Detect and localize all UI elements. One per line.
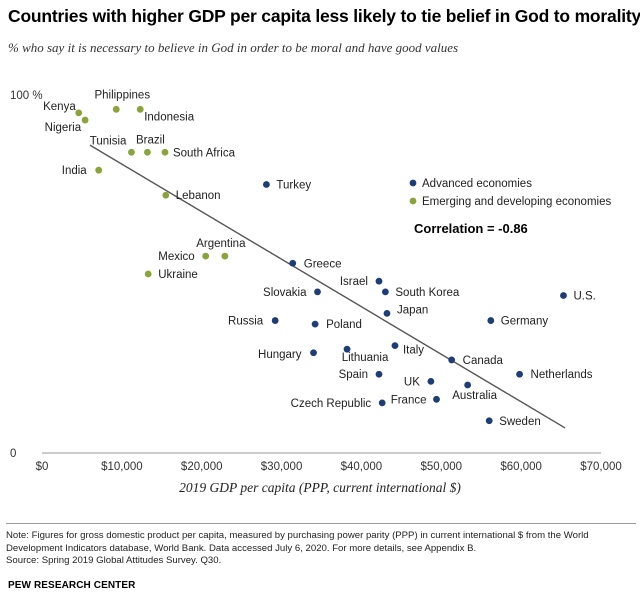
point-label-india: India — [62, 165, 88, 177]
point-label-tunisia: Tunisia — [90, 135, 127, 147]
point-label-uk: UK — [404, 376, 420, 388]
point-lebanon — [162, 191, 170, 199]
point-france — [433, 395, 440, 403]
point-philippines — [112, 105, 120, 113]
footnote: Note: Figures for gross domestic product… — [6, 530, 589, 554]
x-tick-label-4: $40,000 — [341, 461, 383, 473]
point-label-indonesia: Indonesia — [144, 111, 194, 123]
point-label-turkey: Turkey — [276, 180, 311, 192]
point-label-brazil: Brazil — [136, 134, 165, 146]
point-hungary — [310, 349, 317, 357]
source-note: Source: Spring 2019 Global Attitudes Sur… — [6, 555, 222, 566]
point-uk — [427, 378, 435, 385]
point-label-greece: Greece — [304, 258, 342, 270]
correlation-annotation: Correlation = -0.86 — [414, 221, 528, 236]
point-kenya — [75, 109, 83, 117]
point-brazil — [144, 148, 151, 156]
point-label-germany: Germany — [501, 316, 549, 328]
point-ukraine — [144, 270, 152, 278]
point-lithuania — [343, 345, 351, 353]
point-label-mexico: Mexico — [158, 251, 194, 263]
x-tick-label-0: $0 — [36, 461, 49, 473]
point-indonesia — [136, 105, 144, 113]
point-netherlands — [516, 370, 523, 378]
legend-entry-0: Advanced economies — [422, 178, 532, 190]
point-label-slovakia: Slovakia — [263, 287, 307, 299]
point-greece — [289, 259, 297, 267]
point-israel — [375, 277, 383, 285]
x-tick-label-2: $20,000 — [181, 461, 223, 473]
point-label-kenya: Kenya — [43, 101, 76, 113]
point-south-korea — [381, 288, 389, 296]
point-label-ukraine: Ukraine — [158, 269, 198, 281]
point-australia — [464, 381, 472, 389]
point-label-canada: Canada — [463, 355, 504, 367]
x-tick-label-5: $50,000 — [420, 461, 462, 473]
legend-marker-1 — [409, 197, 417, 205]
point-spain — [375, 370, 383, 378]
point-slovakia — [314, 288, 321, 296]
point-label-poland: Poland — [326, 319, 362, 331]
legend-marker-0 — [409, 179, 417, 187]
point-india — [95, 166, 103, 174]
point-argentina — [221, 252, 229, 260]
point-russia — [271, 317, 279, 324]
point-tunisia — [128, 148, 135, 156]
x-tick-label-7: $70,000 — [580, 461, 622, 473]
brand-logo-text: PEW RESEARCH CENTER — [8, 580, 136, 591]
chart-title: Countries with higher GDP per capita les… — [8, 6, 640, 26]
x-tick-label-6: $60,000 — [500, 461, 542, 473]
point-label-sweden: Sweden — [499, 416, 541, 428]
point-label-netherlands: Netherlands — [531, 369, 593, 381]
point-label-czech-republic: Czech Republic — [291, 398, 372, 410]
point-label-nigeria: Nigeria — [45, 122, 82, 134]
point-label-israel: Israel — [340, 276, 368, 288]
point-label-philippines: Philippines — [94, 89, 150, 101]
y-tick-label-1: 0 — [10, 448, 16, 460]
y-tick-label-0: 100 % — [10, 90, 43, 102]
point-canada — [448, 356, 456, 364]
point-label-south-korea: South Korea — [395, 287, 460, 299]
point-label-japan: Japan — [397, 304, 428, 316]
point-u-s — [560, 292, 567, 299]
point-germany — [487, 317, 495, 324]
point-mexico — [202, 252, 210, 260]
point-italy — [391, 342, 399, 349]
point-label-u-s: U.S. — [573, 290, 595, 302]
x-tick-label-3: $30,000 — [261, 461, 303, 473]
point-label-spain: Spain — [339, 369, 368, 381]
point-poland — [311, 320, 319, 328]
point-japan — [383, 309, 391, 317]
legend-entry-1: Emerging and developing economies — [422, 196, 611, 208]
x-tick-label-1: $10,000 — [101, 461, 143, 473]
trend-line — [89, 144, 566, 429]
point-label-hungary: Hungary — [258, 349, 302, 361]
point-label-lithuania: Lithuania — [342, 352, 389, 364]
point-label-argentina: Argentina — [196, 238, 246, 250]
chart-subtitle: % who say it is necessary to believe in … — [8, 40, 459, 55]
point-label-lebanon: Lebanon — [176, 190, 221, 202]
point-label-australia: Australia — [452, 390, 497, 402]
point-label-south-africa: South Africa — [173, 147, 236, 159]
point-label-russia: Russia — [228, 316, 264, 328]
point-nigeria — [81, 116, 89, 124]
point-sweden — [485, 417, 493, 425]
x-axis-label: 2019 GDP per capita (PPP, current intern… — [179, 480, 461, 495]
point-czech-republic — [378, 399, 386, 407]
scatter-plot: $0 $10,000 $20,000 $30,000 $40,000 $50,000 $60… — [10, 89, 622, 473]
point-label-france: France — [391, 394, 427, 406]
point-south-africa — [161, 148, 169, 156]
chart-footer: Note: Figures for gross domestic product… — [6, 523, 636, 568]
point-turkey — [262, 181, 270, 188]
point-label-italy: Italy — [403, 345, 424, 357]
